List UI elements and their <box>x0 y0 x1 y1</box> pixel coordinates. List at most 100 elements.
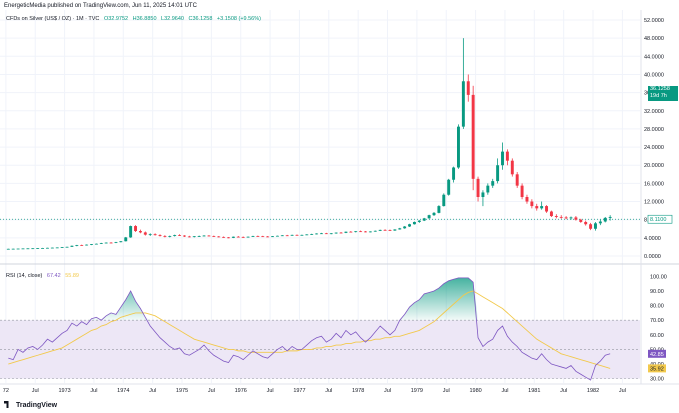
candle-body <box>525 197 529 202</box>
candle-body <box>324 233 328 235</box>
candle-body <box>364 231 367 233</box>
time-tick-label: Jul <box>560 388 567 394</box>
candle-body <box>310 233 314 235</box>
candle-body <box>501 151 504 166</box>
bar-countdown: 19d 7h <box>650 93 667 99</box>
candle-body <box>109 242 113 244</box>
price-tick-label: 48.0000 <box>644 36 664 42</box>
candle-body <box>271 236 275 238</box>
time-tick-label: Jul <box>325 388 332 394</box>
candle-body <box>134 226 138 232</box>
candle-body <box>408 224 412 227</box>
candle-body <box>422 218 426 221</box>
candle-body <box>246 236 250 238</box>
rsi-ma-last-label: 35.92 <box>650 366 664 372</box>
candle-body <box>124 237 128 242</box>
candle-body <box>36 248 40 249</box>
candle-body <box>50 247 54 249</box>
candle-body <box>178 235 182 236</box>
candle-body <box>608 216 612 218</box>
candle-body <box>442 194 446 207</box>
candle-body <box>163 236 167 237</box>
candle-body <box>75 245 79 246</box>
candle-body <box>339 232 343 234</box>
candle-body <box>505 151 509 161</box>
time-tick-label: Jul <box>90 388 97 394</box>
candle-body <box>173 235 177 237</box>
reference-label-box <box>647 214 673 224</box>
candle-body <box>45 247 49 249</box>
time-tick-label: Jul <box>619 388 626 394</box>
candle-body <box>65 246 69 248</box>
candle-body <box>26 248 30 250</box>
price-axis: 52.000048.000044.000040.000036.000032.00… <box>644 18 673 260</box>
candle-body <box>393 229 397 231</box>
candle-body <box>549 211 553 217</box>
candle-body <box>143 232 147 235</box>
candle-body <box>114 242 118 243</box>
price-tick-label: 40.0000 <box>644 72 664 78</box>
symbol-label: CFDs on Silver (US$ / OZ) · 1M · TVC <box>6 16 100 22</box>
rsi-tick-label: 30.00 <box>650 377 664 383</box>
candle-body <box>535 206 539 209</box>
candles-group <box>0 38 640 250</box>
candle-body <box>202 235 206 237</box>
candle-body <box>212 236 216 237</box>
symbol-legend[interactable]: CFDs on Silver (US$ / OZ) · 1M · TVC O32… <box>6 16 261 22</box>
rsi-tick-label: 90.00 <box>650 289 664 295</box>
price-tick-label: 0.0000 <box>644 254 661 260</box>
candle-body <box>427 215 431 219</box>
candle-body <box>383 229 387 231</box>
candle-body <box>148 234 152 236</box>
last-price-value: 36.1258 <box>650 86 670 92</box>
candle-body <box>222 236 226 238</box>
rsi-ma-current-value: 55.89 <box>65 273 79 279</box>
candle-body <box>217 236 221 238</box>
candle-body <box>349 231 353 233</box>
candle-body <box>207 235 211 237</box>
time-tick-label: Jul <box>208 388 215 394</box>
time-tick-label: 1982 <box>587 388 599 394</box>
candle-body <box>412 221 416 225</box>
tradingview-brand[interactable]: TradingView <box>4 401 57 409</box>
candle-body <box>231 236 235 238</box>
candle-body <box>334 232 338 234</box>
last-price-tag: 36.1258 19d 7h <box>648 86 678 101</box>
candle-body <box>589 224 593 229</box>
candle-body <box>476 178 480 197</box>
candle-body <box>452 167 456 180</box>
brand-name: TradingView <box>16 402 58 409</box>
rsi-current-value: 67.42 <box>46 273 61 279</box>
high-value: H36.8850 <box>132 16 157 22</box>
candle-body <box>510 160 514 175</box>
rsi-tick-label: 100.00 <box>650 274 667 280</box>
rsi-ma-line <box>8 290 611 369</box>
rsi-legend[interactable]: RSI (14, close) 67.42 55.89 <box>6 273 79 279</box>
candle-body <box>70 245 74 247</box>
candle-body <box>359 231 363 233</box>
time-tick-label: Jul <box>443 388 450 394</box>
time-tick-label: 1976 <box>235 388 247 394</box>
candle-body <box>60 247 64 248</box>
candle-body <box>569 217 573 219</box>
time-tick-label: Jul <box>267 388 274 394</box>
candle-body <box>603 217 607 222</box>
candle-body <box>437 206 441 213</box>
candle-body <box>21 248 25 250</box>
candle-body <box>598 221 602 224</box>
candle-body <box>486 185 490 193</box>
rsi-overbought-fill <box>8 277 611 321</box>
candle-body <box>354 231 358 233</box>
time-tick-label: Jul <box>384 388 391 394</box>
candle-body <box>275 235 279 237</box>
candle-body <box>305 234 309 236</box>
price-tick-label: 16.0000 <box>644 181 664 187</box>
price-tick-label: 52.0000 <box>644 18 664 24</box>
candle-body <box>158 235 162 237</box>
candle-body <box>461 81 465 127</box>
candle-body <box>266 236 270 238</box>
candle-body <box>55 247 59 249</box>
candle-body <box>11 248 15 250</box>
candle-body <box>368 231 372 233</box>
